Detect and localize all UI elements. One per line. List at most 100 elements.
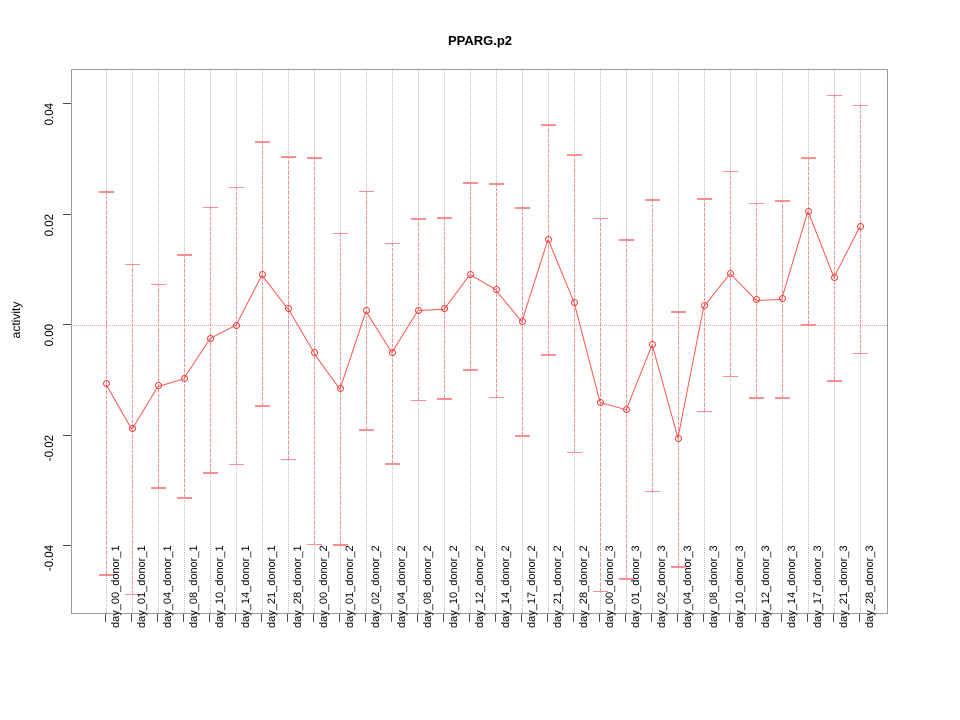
data-point-marker[interactable] [128,425,136,433]
data-point-marker[interactable] [726,269,734,277]
data-point-marker[interactable] [674,434,682,442]
error-bar-cap-lower [99,574,114,576]
y-axis-tick [63,545,71,546]
data-point-marker[interactable] [778,294,786,302]
data-point-marker[interactable] [648,340,656,348]
error-bar-cap-lower [203,471,218,474]
error-bar-cap-upper [775,200,790,202]
data-point-marker[interactable] [414,306,422,314]
x-axis-tick-label: day_21_donor_2 [552,545,564,628]
error-bar-cap-lower [359,429,374,432]
series-segment [573,302,601,404]
data-point-marker[interactable] [466,270,474,278]
series-segment [443,274,471,311]
error-bar-cap-lower [515,434,530,437]
data-point-marker[interactable] [362,307,370,315]
data-point-marker[interactable] [284,304,292,312]
error-bar-cap-upper [515,207,530,209]
error-bar-cap-upper [359,190,374,193]
data-point-marker[interactable] [804,207,812,215]
x-axis-tick [807,614,808,622]
data-point-marker[interactable] [596,398,604,406]
x-axis-tick-label: day_01_donor_2 [344,545,356,628]
y-axis-tick [63,324,71,325]
x-axis-tick-label: day_08_donor_2 [422,545,434,628]
x-axis-tick [105,614,106,622]
x-axis-tick-label: day_10_donor_1 [214,545,226,628]
data-point-marker[interactable] [232,321,240,329]
error-bar-cap-lower [333,544,348,546]
series-segment [521,239,549,322]
x-axis-tick-label: day_17_donor_3 [812,545,824,628]
error-bar-cap-upper [801,157,816,159]
x-axis-tick [755,614,756,622]
error-bar-cap-lower [177,497,192,499]
error-bar-cap-upper [385,242,400,245]
series-segment [287,308,315,354]
x-axis-tick [521,614,522,622]
y-axis-tick-label: 0.04 [44,103,56,126]
x-axis-tick-label: day_10_donor_2 [448,545,460,628]
series-segment [391,310,419,354]
error-bar-cap-upper [749,202,764,205]
x-axis-tick [417,614,418,622]
data-point-marker[interactable] [622,406,630,414]
x-axis-tick [391,614,392,622]
data-point-marker[interactable] [570,298,578,306]
x-axis-tick-label: day_04_donor_3 [682,545,694,628]
series-segment [625,344,653,411]
y-axis-tick-label: -0.04 [44,545,56,572]
data-point-marker[interactable] [102,380,110,388]
data-point-marker[interactable] [206,334,214,342]
data-point-marker[interactable] [310,349,318,357]
error-bar-cap-lower [229,463,244,466]
error-bar-cap-lower [723,375,738,378]
x-axis-tick [287,614,288,622]
error-bar-cap-lower [827,380,842,382]
data-point-marker[interactable] [154,382,162,390]
x-axis-tick [157,614,158,622]
x-axis-tick-label: day_00_donor_3 [604,545,616,628]
error-bar-cap-upper [489,183,504,185]
x-axis-tick-label: day_14_donor_3 [786,545,798,628]
data-point-marker[interactable] [492,286,500,294]
error-bar-cap-upper [697,197,712,200]
x-axis-tick [625,614,626,622]
data-point-marker[interactable] [440,305,448,313]
data-point-marker[interactable] [258,271,266,279]
x-axis-tick [339,614,340,622]
series-segment [677,306,705,440]
series-segment [703,273,731,307]
gridline-vertical [808,70,810,613]
series-segment [261,274,289,310]
x-axis-tick [131,614,132,622]
data-point-marker[interactable] [180,374,188,382]
x-axis-tick-label: day_04_donor_1 [162,545,174,628]
series-segment [781,211,809,300]
error-bar-cap-lower [645,490,660,493]
series-segment [339,311,367,390]
series-segment [131,386,159,430]
error-bar-cap-lower [749,397,764,399]
error-bar-cap-upper [281,155,296,158]
error-bar-cap-upper [671,311,686,313]
data-point-marker[interactable] [700,302,708,310]
y-axis-tick [63,213,71,215]
data-point-marker[interactable] [518,317,526,325]
data-point-marker[interactable] [830,273,838,281]
x-axis-tick-label: day_01_donor_1 [136,545,148,628]
data-point-marker[interactable] [856,223,864,231]
error-bar-cap-lower [619,578,634,580]
series-segment [365,310,393,354]
data-point-marker[interactable] [336,385,344,393]
x-axis-tick-label: day_02_donor_2 [370,545,382,628]
error-bar-cap-upper [333,232,348,235]
data-point-marker[interactable] [752,296,760,304]
y-axis-tick [63,103,71,104]
error-bar-cap-upper [307,157,322,159]
data-point-marker[interactable] [388,348,396,356]
error-bar [808,157,809,325]
error-bar-cap-lower [281,458,296,461]
chart-title: PPARG.p2 [447,33,513,48]
data-point-marker[interactable] [544,235,552,243]
